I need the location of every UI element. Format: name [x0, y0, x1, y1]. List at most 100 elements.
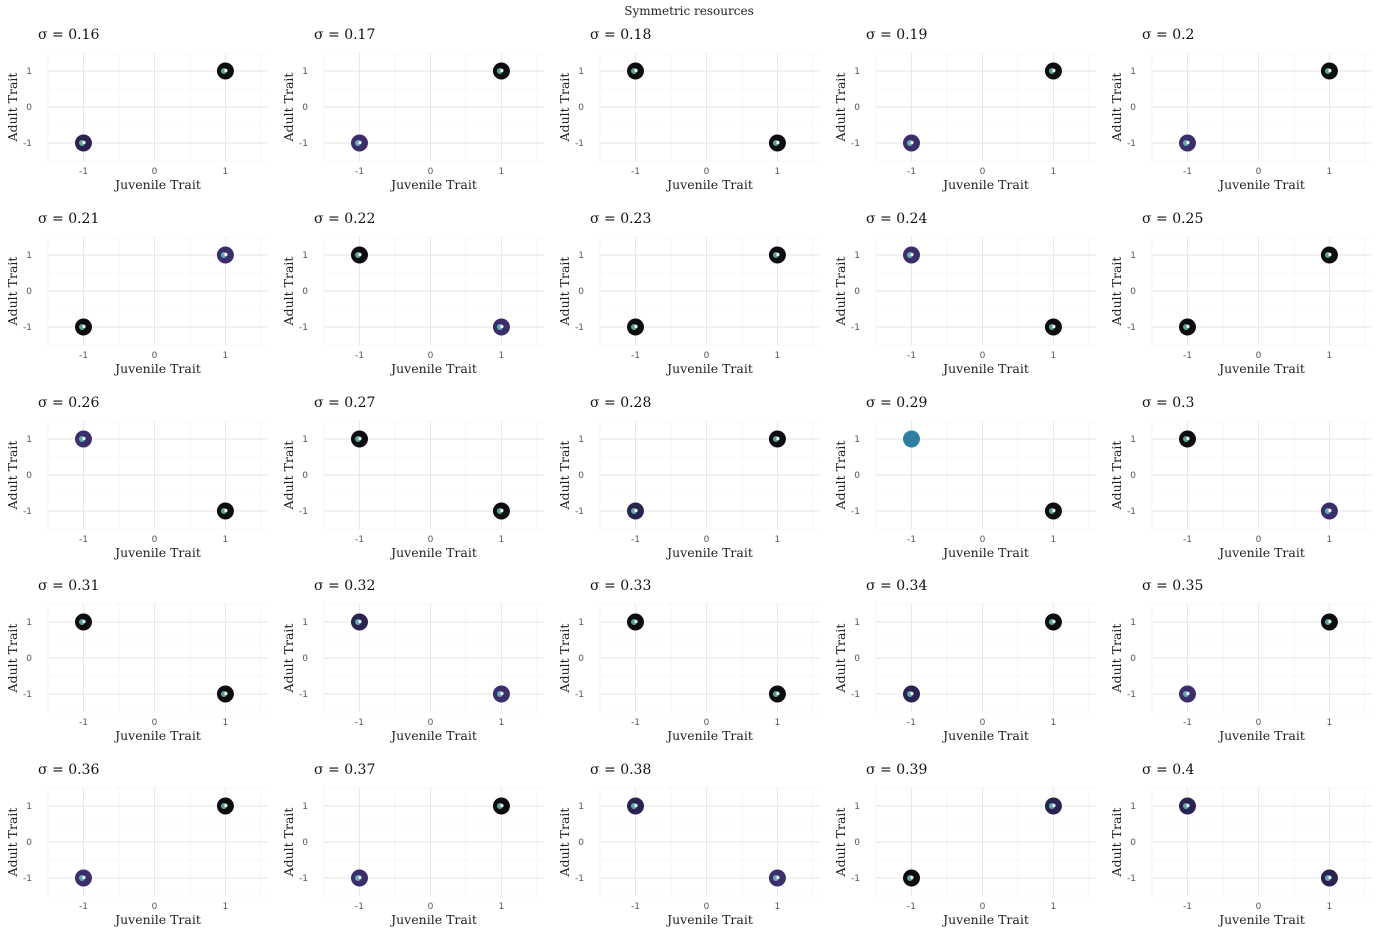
x-tick-label: -1: [79, 351, 88, 361]
y-tick-label: 0: [854, 287, 860, 297]
y-tick-label: -1: [299, 323, 308, 333]
panel-title: σ = 0.25: [1142, 211, 1203, 227]
y-tick-label: 0: [854, 103, 860, 113]
y-axis-label: Adult Trait: [833, 73, 848, 143]
x-tick-label: 0: [980, 351, 986, 361]
panel-3: σ = 0.19 -1 0 1 -1 0 1 Juvenile Trait Adult Trai…: [833, 27, 1096, 192]
x-tick-label: -1: [355, 167, 364, 177]
x-tick-label: 1: [1327, 351, 1333, 361]
y-tick-label: -1: [851, 874, 860, 884]
y-axis-label: Adult Trait: [5, 624, 20, 694]
y-axis-label: Adult Trait: [557, 808, 572, 878]
y-tick-label: 1: [302, 67, 308, 77]
panel-title: σ = 0.27: [314, 395, 375, 411]
y-tick-label: 1: [578, 435, 584, 445]
data-point-core: [910, 140, 914, 145]
panel-2: σ = 0.18 -1 0 1 -1 0 1 Juvenile Trait Adult Trai…: [557, 27, 820, 192]
data-point-core: [1052, 803, 1056, 808]
panel-7: σ = 0.23 -1 0 1 -1 0 1 Juvenile Trait Adult Trai…: [557, 211, 820, 376]
y-tick-label: 0: [302, 654, 308, 664]
x-tick-label: 1: [499, 902, 505, 912]
x-axis-label: Juvenile Trait: [665, 912, 753, 927]
panel-title: σ = 0.33: [590, 578, 651, 594]
y-tick-label: 1: [26, 251, 32, 261]
data-point-core: [500, 324, 504, 329]
x-tick-label: 1: [775, 718, 781, 728]
y-axis-label: Adult Trait: [833, 441, 848, 511]
panel-18: σ = 0.34 -1 0 1 -1 0 1 Juvenile Trait Adult Trai…: [833, 578, 1096, 743]
x-tick-label: -1: [355, 902, 364, 912]
x-axis-label: Juvenile Trait: [941, 912, 1029, 927]
y-tick-label: 0: [302, 287, 308, 297]
y-tick-label: 0: [302, 838, 308, 848]
x-tick-label: -1: [631, 535, 640, 545]
data-point-core: [500, 508, 504, 513]
y-tick-label: -1: [299, 690, 308, 700]
y-tick-label: 0: [26, 471, 32, 481]
y-tick-label: 0: [578, 287, 584, 297]
y-tick-label: -1: [23, 507, 32, 517]
data-point-core: [1052, 324, 1056, 329]
x-tick-label: 1: [499, 351, 505, 361]
data-point-core: [1328, 619, 1332, 624]
data-point-core: [1186, 324, 1190, 329]
x-axis-label: Juvenile Trait: [389, 545, 477, 560]
y-tick-label: -1: [851, 690, 860, 700]
x-tick-label: 0: [152, 351, 158, 361]
y-tick-label: 0: [26, 654, 32, 664]
data-point-core: [358, 436, 362, 441]
y-tick-label: 0: [26, 287, 32, 297]
x-axis-label: Juvenile Trait: [1217, 545, 1305, 560]
data-point-core: [1052, 68, 1056, 73]
x-tick-label: -1: [1183, 535, 1192, 545]
x-tick-label: 0: [1256, 351, 1262, 361]
data-point: [902, 430, 920, 448]
panel-title: σ = 0.18: [590, 27, 651, 43]
x-tick-label: 0: [1256, 535, 1262, 545]
y-tick-label: -1: [299, 874, 308, 884]
y-tick-label: 0: [1130, 471, 1136, 481]
y-tick-label: -1: [1127, 139, 1136, 149]
panel-title: σ = 0.3: [1142, 395, 1194, 411]
data-point-core: [776, 875, 780, 880]
x-axis-label: Juvenile Trait: [113, 912, 201, 927]
panel-4: σ = 0.2 -1 0 1 -1 0 1 Juvenile Trait Adult Trait: [1109, 27, 1372, 192]
y-tick-label: -1: [23, 874, 32, 884]
panel-15: σ = 0.31 -1 0 1 -1 0 1 Juvenile Trait Adult Trai…: [5, 578, 268, 743]
panel-title: σ = 0.34: [866, 578, 927, 594]
panel-title: σ = 0.22: [314, 211, 375, 227]
y-tick-label: -1: [299, 507, 308, 517]
data-point-core: [82, 324, 86, 329]
y-tick-label: -1: [23, 139, 32, 149]
x-tick-label: 1: [499, 167, 505, 177]
data-point-core: [224, 508, 228, 513]
panel-title: σ = 0.24: [866, 211, 927, 227]
x-axis-label: Juvenile Trait: [389, 728, 477, 743]
y-tick-label: 1: [578, 802, 584, 812]
x-tick-label: 0: [704, 167, 710, 177]
y-axis-label: Adult Trait: [5, 808, 20, 878]
x-tick-label: 1: [1327, 718, 1333, 728]
x-tick-label: 0: [980, 718, 986, 728]
y-axis-label: Adult Trait: [281, 441, 296, 511]
y-tick-label: 1: [854, 802, 860, 812]
x-tick-label: -1: [355, 535, 364, 545]
y-tick-label: -1: [575, 874, 584, 884]
panel-19: σ = 0.35 -1 0 1 -1 0 1 Juvenile Trait Adult Trai…: [1109, 578, 1372, 743]
x-tick-label: -1: [355, 718, 364, 728]
panel-title: σ = 0.4: [1142, 762, 1195, 778]
x-tick-label: 0: [428, 535, 434, 545]
panel-title: σ = 0.19: [866, 27, 927, 43]
y-tick-label: 1: [854, 435, 860, 445]
y-axis-label: Adult Trait: [557, 441, 572, 511]
panel-title: σ = 0.39: [866, 762, 927, 778]
x-axis-label: Juvenile Trait: [941, 361, 1029, 376]
y-tick-label: 1: [578, 67, 584, 77]
x-tick-label: -1: [1183, 351, 1192, 361]
data-point-core: [634, 68, 638, 73]
data-point-core: [910, 875, 914, 880]
panel-title: σ = 0.31: [38, 578, 99, 594]
data-point-core: [1186, 691, 1190, 696]
panel-title: σ = 0.2: [1142, 27, 1194, 43]
y-tick-label: 0: [302, 471, 308, 481]
